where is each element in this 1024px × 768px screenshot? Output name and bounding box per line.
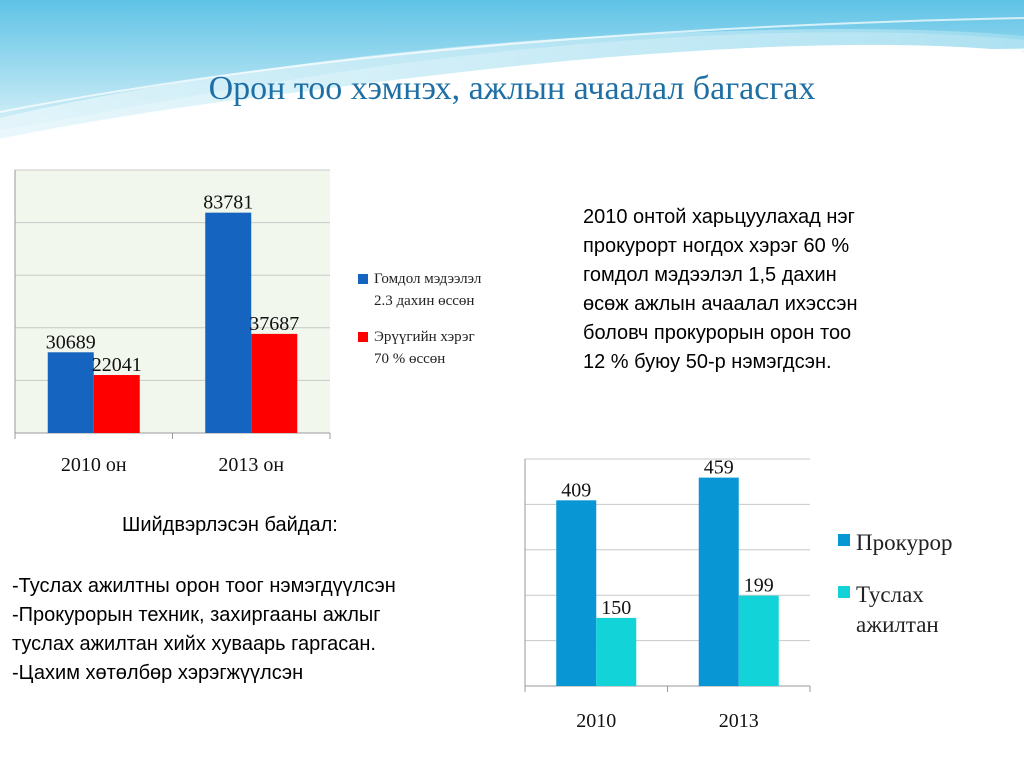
summary-line: прокурорт ногдох хэрэг 60 % bbox=[583, 235, 850, 257]
data-label: 83781 bbox=[203, 192, 253, 214]
legend-label: ажилтан bbox=[856, 612, 939, 637]
legend-item: Эрүүгийн хэрэг 70 % өссөн bbox=[358, 326, 558, 370]
summary-line: 12 % буюу 50-р нэмэгдсэн. bbox=[583, 351, 832, 373]
legend-label: Эрүүгийн хэрэг bbox=[374, 329, 475, 345]
data-label: 37687 bbox=[249, 313, 299, 335]
summary-line: гомдол мэдээлэл 1,5 дахин bbox=[583, 264, 837, 286]
data-label: 199 bbox=[744, 575, 774, 597]
summary-line: боловч прокурорын орон тоо bbox=[583, 322, 852, 344]
slide-title: Орон тоо хэмнэх, ажлын ачаалал багасгах bbox=[208, 70, 816, 107]
bar bbox=[47, 352, 94, 433]
legend-label: Прокурор bbox=[856, 530, 953, 555]
legend-label: 2.3 дахин өссөн bbox=[374, 293, 475, 309]
category-label: 2013 он bbox=[218, 454, 284, 476]
bar bbox=[251, 333, 298, 433]
data-label: 459 bbox=[704, 457, 734, 479]
category-label: 2013 bbox=[719, 710, 759, 732]
legend-item: Прокурор bbox=[838, 528, 1018, 558]
legend-label: Туслах bbox=[856, 582, 924, 607]
solution-heading: Шийдвэрлэсэн байдал: bbox=[122, 514, 338, 536]
summary-paragraph: 2010 онтой харьцуулахад нэг прокурорт но… bbox=[583, 203, 858, 377]
solution-item: -Цахим хөтөлбөр хэрэгжүүлсэн bbox=[12, 662, 304, 684]
header-wave-decoration bbox=[0, 0, 1024, 150]
legend-swatch bbox=[358, 332, 368, 342]
category-label: 2010 bbox=[576, 710, 616, 732]
legend-label: Гомдол мэдээлэл bbox=[374, 271, 482, 287]
data-label: 22041 bbox=[92, 354, 142, 376]
legend-swatch bbox=[838, 534, 850, 546]
data-label: 409 bbox=[561, 479, 591, 501]
legend-swatch bbox=[358, 274, 368, 284]
legend-label: 70 % өссөн bbox=[374, 351, 446, 367]
bar bbox=[205, 212, 252, 433]
solution-list: -Туслах ажилтны орон тоог нэмэгдүүлсэн -… bbox=[12, 572, 396, 688]
bar bbox=[556, 500, 597, 686]
solution-item: туслах ажилтан хийх хуваарь гаргасан. bbox=[12, 633, 376, 655]
summary-line: өсөж ажлын ачаалал ихэссэн bbox=[583, 293, 858, 315]
bar bbox=[698, 477, 739, 686]
solution-item: -Прокурорын техник, захиргааны ажлыг bbox=[12, 604, 381, 626]
chart1-legend: Гомдол мэдээлэл 2.3 дахин өссөн Эрүүгийн х… bbox=[358, 268, 558, 384]
solution-item: -Туслах ажилтны орон тоог нэмэгдүүлсэн bbox=[12, 575, 396, 597]
legend-item: Туслах ажилтан bbox=[838, 580, 1018, 640]
bar bbox=[93, 375, 140, 433]
chart2-legend: Прокурор Туслах ажилтан bbox=[838, 528, 1018, 662]
summary-line: 2010 онтой харьцуулахад нэг bbox=[583, 206, 855, 228]
bar bbox=[738, 595, 779, 686]
bar-chart-staff: 409 150 2010 459 199 2013 bbox=[524, 457, 811, 732]
legend-item: Гомдол мэдээлэл 2.3 дахин өссөн bbox=[358, 268, 558, 312]
bar bbox=[596, 617, 637, 686]
category-label: 2010 он bbox=[61, 454, 127, 476]
data-label: 30689 bbox=[46, 331, 96, 353]
data-label: 150 bbox=[601, 597, 631, 619]
legend-swatch bbox=[838, 586, 850, 598]
